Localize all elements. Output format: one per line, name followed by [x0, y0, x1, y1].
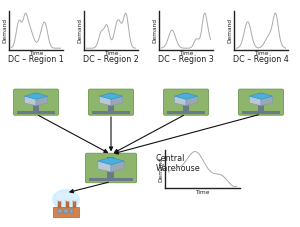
Bar — [33, 93, 39, 114]
FancyBboxPatch shape — [73, 200, 76, 207]
Circle shape — [73, 198, 76, 201]
X-axis label: Time: Time — [195, 190, 210, 195]
X-axis label: Time: Time — [104, 51, 118, 56]
X-axis label: Time: Time — [254, 51, 268, 56]
Polygon shape — [186, 96, 197, 106]
Polygon shape — [24, 96, 36, 106]
Y-axis label: Demand: Demand — [228, 18, 232, 43]
FancyBboxPatch shape — [53, 207, 79, 217]
FancyBboxPatch shape — [64, 209, 68, 213]
Bar — [183, 93, 189, 114]
Bar — [167, 111, 205, 114]
Y-axis label: Demand: Demand — [153, 18, 158, 43]
Circle shape — [57, 193, 62, 197]
Polygon shape — [250, 96, 261, 106]
FancyBboxPatch shape — [66, 200, 69, 207]
Circle shape — [58, 198, 62, 201]
FancyBboxPatch shape — [70, 209, 74, 213]
Text: DC – Region 1: DC – Region 1 — [8, 54, 64, 64]
Polygon shape — [98, 158, 124, 165]
Polygon shape — [111, 96, 123, 106]
Polygon shape — [100, 93, 123, 99]
Bar — [107, 158, 114, 181]
FancyBboxPatch shape — [164, 89, 208, 115]
Bar — [258, 93, 264, 114]
X-axis label: Time: Time — [29, 51, 43, 56]
Bar — [92, 111, 130, 114]
Polygon shape — [36, 96, 47, 106]
FancyBboxPatch shape — [88, 89, 134, 115]
Polygon shape — [261, 96, 273, 106]
Bar — [89, 178, 133, 181]
FancyBboxPatch shape — [58, 209, 62, 213]
Circle shape — [72, 193, 77, 197]
Circle shape — [66, 198, 70, 201]
Polygon shape — [175, 93, 197, 99]
Polygon shape — [98, 161, 111, 172]
Circle shape — [65, 193, 70, 197]
Polygon shape — [111, 161, 124, 172]
FancyBboxPatch shape — [238, 89, 284, 115]
FancyBboxPatch shape — [85, 153, 136, 183]
Bar — [242, 111, 280, 114]
Text: DC – Region 4: DC – Region 4 — [233, 54, 289, 64]
Circle shape — [72, 195, 77, 199]
Polygon shape — [250, 93, 273, 99]
Circle shape — [66, 195, 70, 199]
Polygon shape — [175, 96, 186, 106]
FancyBboxPatch shape — [14, 89, 59, 115]
Circle shape — [58, 195, 62, 199]
Y-axis label: Demand: Demand — [159, 157, 164, 182]
X-axis label: Time: Time — [179, 51, 193, 56]
Polygon shape — [24, 93, 47, 99]
Y-axis label: Demand: Demand — [78, 18, 82, 43]
Polygon shape — [100, 96, 111, 106]
FancyBboxPatch shape — [58, 200, 61, 207]
Bar — [108, 93, 114, 114]
Text: Central
Warehouse: Central Warehouse — [156, 154, 201, 173]
Circle shape — [53, 190, 79, 210]
Text: DC – Region 3: DC – Region 3 — [158, 54, 214, 64]
Bar — [17, 111, 55, 114]
Text: DC – Region 2: DC – Region 2 — [83, 54, 139, 64]
Y-axis label: Demand: Demand — [3, 18, 8, 43]
